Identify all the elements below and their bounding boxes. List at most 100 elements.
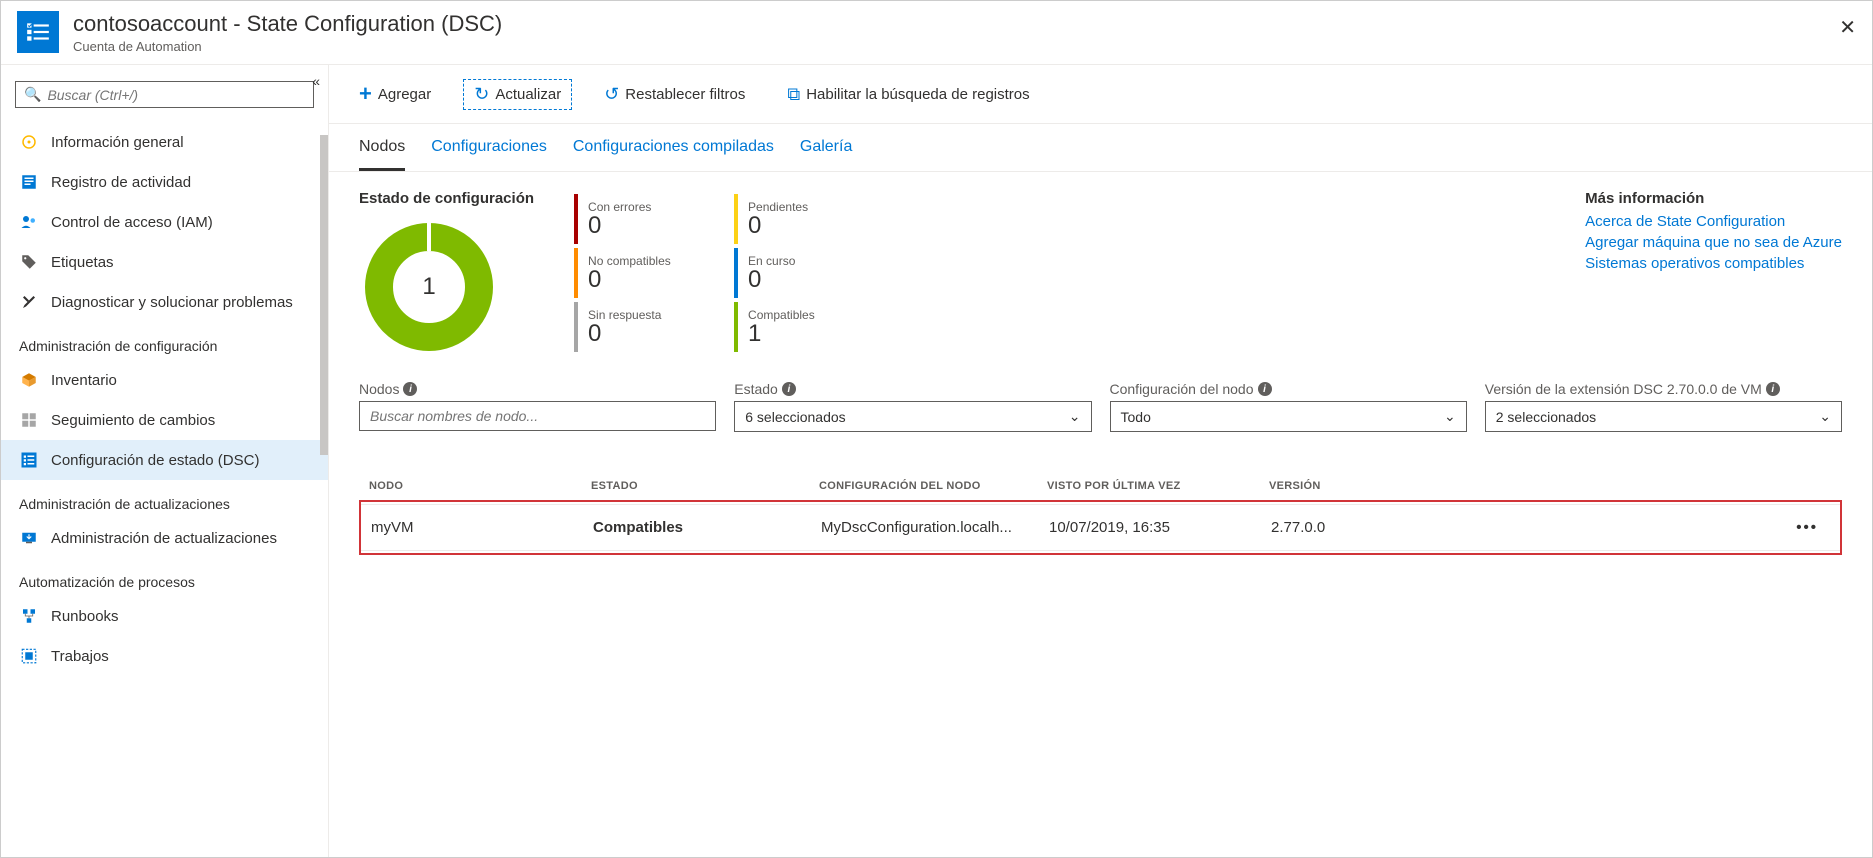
tab-configurations[interactable]: Configuraciones bbox=[431, 138, 547, 171]
chevron-down-icon: ⌄ bbox=[1069, 408, 1081, 425]
dsc-icon bbox=[19, 450, 39, 470]
search-icon: 🔍 bbox=[24, 86, 41, 103]
cell-status: Compatibles bbox=[593, 519, 821, 536]
version-dropdown[interactable]: 2 seleccionados⌄ bbox=[1485, 401, 1842, 432]
sidebar-item-dsc[interactable]: Configuración de estado (DSC) bbox=[1, 440, 328, 480]
toolbar-label: Restablecer filtros bbox=[625, 86, 745, 103]
cell-node: myVM bbox=[371, 519, 593, 536]
info-icon[interactable]: i bbox=[782, 382, 796, 396]
refresh-button[interactable]: ↻ Actualizar bbox=[463, 79, 572, 110]
enable-logs-button[interactable]: ⧉ Habilitar la búsqueda de registros bbox=[777, 80, 1039, 109]
sidebar-item-update-mgmt[interactable]: Administración de actualizaciones bbox=[1, 518, 328, 558]
sidebar-section-updates: Administración de actualizaciones bbox=[1, 480, 328, 518]
page-header: contosoaccount - State Configuration (DS… bbox=[1, 1, 1872, 65]
plus-icon: + bbox=[359, 81, 372, 107]
tags-icon bbox=[19, 252, 39, 272]
filter-status: Estadoi 6 seleccionados⌄ bbox=[734, 381, 1091, 432]
sidebar: « 🔍 Información general Registro de acti… bbox=[1, 65, 329, 857]
inventory-icon bbox=[19, 370, 39, 390]
filter-node-config: Configuración del nodoi Todo⌄ bbox=[1110, 381, 1467, 432]
table-row[interactable]: myVM Compatibles MyDscConfiguration.loca… bbox=[361, 504, 1840, 551]
status-dropdown[interactable]: 6 seleccionados⌄ bbox=[734, 401, 1091, 432]
reset-icon: ↺ bbox=[604, 84, 619, 105]
stat-compliant: Compatibles1 bbox=[734, 302, 874, 352]
col-header-config[interactable]: CONFIGURACIÓN DEL NODO bbox=[819, 480, 1047, 492]
cell-version: 2.77.0.0 bbox=[1271, 519, 1325, 536]
tab-compiled[interactable]: Configuraciones compiladas bbox=[573, 138, 774, 171]
stat-inprogress: En curso0 bbox=[734, 248, 874, 298]
sidebar-item-inventory[interactable]: Inventario bbox=[1, 360, 328, 400]
sidebar-item-runbooks[interactable]: Runbooks bbox=[1, 596, 328, 636]
sidebar-item-label: Diagnosticar y solucionar problemas bbox=[51, 294, 293, 311]
highlighted-row: myVM Compatibles MyDscConfiguration.loca… bbox=[359, 500, 1842, 555]
node-config-dropdown[interactable]: Todo⌄ bbox=[1110, 401, 1467, 432]
toolbar-label: Habilitar la búsqueda de registros bbox=[806, 86, 1029, 103]
toolbar-label: Actualizar bbox=[495, 86, 561, 103]
stat-noncompliant: No compatibles0 bbox=[574, 248, 714, 298]
refresh-icon: ↻ bbox=[474, 84, 489, 105]
cell-lastseen: 10/07/2019, 16:35 bbox=[1049, 519, 1271, 536]
main-content: + Agregar ↻ Actualizar ↺ Restablecer fil… bbox=[329, 65, 1872, 857]
sidebar-item-label: Seguimiento de cambios bbox=[51, 412, 215, 429]
external-link-icon: ⧉ bbox=[787, 84, 800, 105]
info-icon[interactable]: i bbox=[1258, 382, 1272, 396]
nodes-table: NODO ESTADO CONFIGURACIÓN DEL NODO VISTO… bbox=[359, 472, 1842, 555]
sidebar-item-label: Control de acceso (IAM) bbox=[51, 214, 213, 231]
info-icon[interactable]: i bbox=[1766, 382, 1780, 396]
close-icon[interactable]: ✕ bbox=[1839, 15, 1856, 40]
sidebar-section-config: Administración de configuración bbox=[1, 322, 328, 360]
sidebar-item-label: Inventario bbox=[51, 372, 117, 389]
sidebar-item-overview[interactable]: Información general bbox=[1, 122, 328, 162]
link-compatible-os[interactable]: Sistemas operativos compatibles bbox=[1585, 255, 1842, 272]
row-more-icon[interactable]: ••• bbox=[1796, 519, 1830, 536]
sidebar-item-label: Administración de actualizaciones bbox=[51, 530, 277, 547]
stat-grid: Con errores0 Pendientes0 No compatibles0… bbox=[574, 194, 874, 352]
sidebar-item-label: Etiquetas bbox=[51, 254, 114, 271]
col-header-version[interactable]: VERSIÓN bbox=[1269, 480, 1832, 492]
collapse-sidebar-icon[interactable]: « bbox=[312, 73, 320, 89]
sidebar-item-iam[interactable]: Control de acceso (IAM) bbox=[1, 202, 328, 242]
reset-filters-button[interactable]: ↺ Restablecer filtros bbox=[594, 80, 755, 109]
search-input[interactable] bbox=[47, 87, 305, 103]
sidebar-item-label: Información general bbox=[51, 134, 184, 151]
sidebar-search[interactable]: 🔍 bbox=[15, 81, 314, 108]
node-search-input[interactable] bbox=[359, 401, 716, 431]
jobs-icon bbox=[19, 646, 39, 666]
sidebar-item-change-tracking[interactable]: Seguimiento de cambios bbox=[1, 400, 328, 440]
more-info: Más información Acerca de State Configur… bbox=[1585, 190, 1842, 276]
stat-pending: Pendientes0 bbox=[734, 194, 874, 244]
col-header-node[interactable]: NODO bbox=[369, 480, 591, 492]
update-mgmt-icon bbox=[19, 528, 39, 548]
link-add-nonazure[interactable]: Agregar máquina que no sea de Azure bbox=[1585, 234, 1842, 251]
page-title: contosoaccount - State Configuration (DS… bbox=[73, 11, 502, 37]
sidebar-item-diagnose[interactable]: Diagnosticar y solucionar problemas bbox=[1, 282, 328, 322]
col-header-lastseen[interactable]: VISTO POR ÚLTIMA VEZ bbox=[1047, 480, 1269, 492]
sidebar-item-activity[interactable]: Registro de actividad bbox=[1, 162, 328, 202]
runbooks-icon bbox=[19, 606, 39, 626]
cell-config: MyDscConfiguration.localh... bbox=[821, 519, 1049, 536]
filter-nodes: Nodosi bbox=[359, 381, 716, 432]
sidebar-item-label: Runbooks bbox=[51, 608, 119, 625]
add-button[interactable]: + Agregar bbox=[349, 77, 441, 111]
tab-gallery[interactable]: Galería bbox=[800, 138, 852, 171]
activity-log-icon bbox=[19, 172, 39, 192]
sidebar-item-tags[interactable]: Etiquetas bbox=[1, 242, 328, 282]
dsc-header-icon bbox=[17, 11, 59, 53]
col-header-status[interactable]: ESTADO bbox=[591, 480, 819, 492]
change-tracking-icon bbox=[19, 410, 39, 430]
sidebar-scrollbar[interactable] bbox=[320, 135, 328, 455]
sidebar-item-label: Trabajos bbox=[51, 648, 109, 665]
filters: Nodosi Estadoi 6 seleccionados⌄ Configur… bbox=[359, 381, 1842, 432]
filter-dsc-version: Versión de la extensión DSC 2.70.0.0 de … bbox=[1485, 381, 1842, 432]
overview-icon bbox=[19, 132, 39, 152]
info-icon[interactable]: i bbox=[403, 382, 417, 396]
toolbar-label: Agregar bbox=[378, 86, 431, 103]
sidebar-item-label: Registro de actividad bbox=[51, 174, 191, 191]
link-about[interactable]: Acerca de State Configuration bbox=[1585, 213, 1842, 230]
donut-value: 1 bbox=[422, 273, 435, 301]
sidebar-item-jobs[interactable]: Trabajos bbox=[1, 636, 328, 676]
sidebar-section-process: Automatización de procesos bbox=[1, 558, 328, 596]
status-title: Estado de configuración bbox=[359, 190, 534, 207]
tab-nodes[interactable]: Nodos bbox=[359, 138, 405, 171]
tabs: Nodos Configuraciones Configuraciones co… bbox=[329, 124, 1872, 172]
